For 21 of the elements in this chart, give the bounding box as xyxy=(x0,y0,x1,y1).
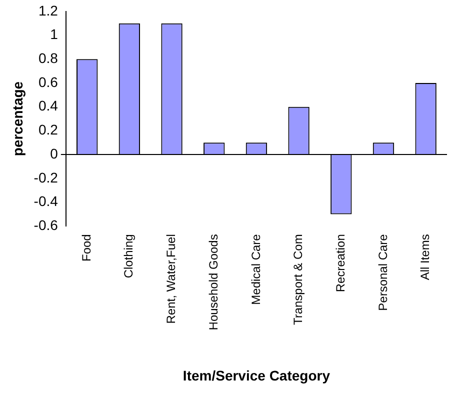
x-tick-label: Clothing xyxy=(122,234,136,278)
y-tick-label: 0.4 xyxy=(38,98,58,114)
y-tick-label: 0.2 xyxy=(38,122,58,138)
x-tick-label: Personal Care xyxy=(376,234,390,311)
x-tick-label: All Items xyxy=(418,234,432,280)
y-tick-label: 1 xyxy=(50,26,58,42)
y-tick-label: -0.2 xyxy=(34,169,58,186)
x-tick-label: Rent, Water,Fuel xyxy=(164,234,178,324)
x-tick-label: Medical Care xyxy=(248,234,263,305)
x-tick-label: Recreation xyxy=(333,234,348,292)
x-tick-label: Transport & Com xyxy=(291,234,306,326)
y-tick-label: 1.2 xyxy=(38,2,58,18)
y-tick-label: 0.8 xyxy=(38,50,58,66)
x-tick-label: Household Goods xyxy=(206,234,220,330)
x-axis-title: Item/Service Category xyxy=(182,367,330,384)
y-tick-label: -0.6 xyxy=(34,216,58,233)
y-tick-label: -0.4 xyxy=(34,193,58,210)
y-axis-title: percentage xyxy=(9,81,26,156)
y-tick-label: 0 xyxy=(50,145,58,162)
x-tick-label: Food xyxy=(79,234,94,262)
y-tick-label: 0.6 xyxy=(38,74,58,90)
